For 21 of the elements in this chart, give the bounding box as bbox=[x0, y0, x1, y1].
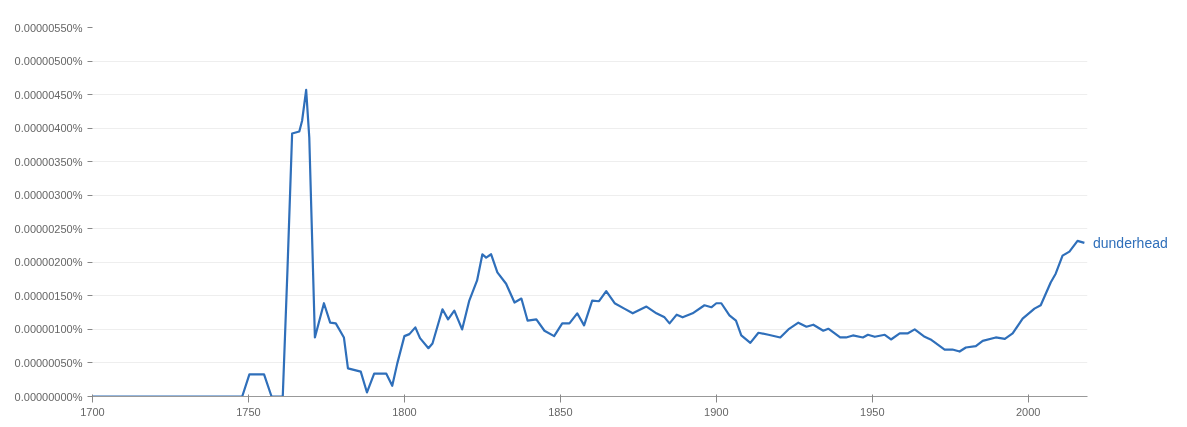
y-tick-label: 0.00000350% bbox=[14, 155, 83, 168]
y-tick-label: 0.00000400% bbox=[14, 122, 83, 135]
x-tick-label: 1750 bbox=[236, 405, 261, 418]
y-tick-label: 0.00000500% bbox=[14, 55, 83, 68]
x-tick-label: 1950 bbox=[860, 405, 885, 418]
x-tick-label: 1800 bbox=[392, 405, 417, 418]
y-tick-label: 0.00000550% bbox=[14, 21, 83, 34]
series-label: dunderhead bbox=[1093, 234, 1168, 253]
y-tick-label: 0.00000300% bbox=[14, 189, 83, 202]
x-tick-label: 1900 bbox=[704, 405, 729, 418]
x-tick-label: 2000 bbox=[1016, 405, 1041, 418]
y-tick-label: 0.00000200% bbox=[14, 256, 83, 269]
x-tick-label: 1700 bbox=[80, 405, 105, 418]
y-tick-label: 0.00000150% bbox=[14, 289, 83, 302]
y-tick-label: 0.00000100% bbox=[14, 323, 83, 336]
y-tick-label: 0.00000250% bbox=[14, 222, 83, 235]
x-tick-label: 1850 bbox=[548, 405, 573, 418]
y-tick-label: 0.00000450% bbox=[14, 88, 83, 101]
y-tick-label: 0.00000050% bbox=[14, 356, 83, 369]
line-series bbox=[92, 88, 1086, 397]
y-tick-label: 0.00000000% bbox=[14, 390, 83, 403]
